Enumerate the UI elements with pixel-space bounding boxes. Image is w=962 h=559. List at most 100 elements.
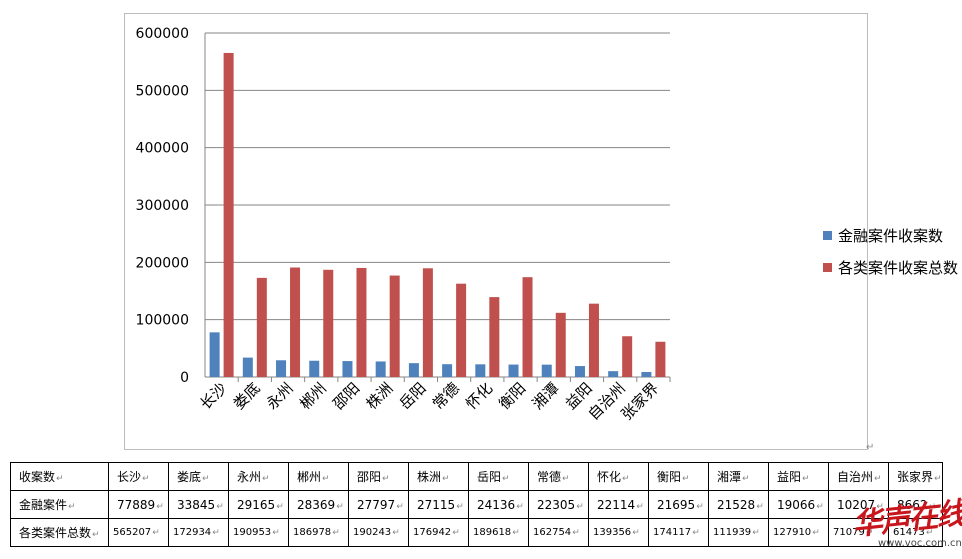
- bar-financial: [309, 360, 320, 377]
- table-header-cell: 自治州↵: [828, 462, 889, 491]
- cell-text: 27797: [357, 497, 396, 512]
- cell-text: 186978: [293, 527, 332, 538]
- bar-total: [290, 267, 301, 377]
- table-row: 金融案件↵ 77889↵ 33845↵ 29165↵ 28369↵ 27797↵ 27115…: [10, 490, 943, 519]
- paragraph-mark: ↵: [572, 528, 580, 538]
- table-header-cell: 张家界↵: [888, 462, 943, 491]
- bar-financial: [342, 361, 353, 377]
- paragraph-mark: ↵: [622, 474, 630, 484]
- table-cell: 33845↵: [168, 490, 229, 519]
- x-tick-label: 湘潭: [529, 379, 563, 413]
- table-cell: 162754↵: [528, 518, 589, 547]
- table-cell: 22114↵: [588, 490, 649, 519]
- paragraph-mark: ↵: [802, 474, 810, 484]
- bar-total: [456, 283, 467, 377]
- table-header-cell: 长沙↵: [108, 462, 169, 491]
- paragraph-mark: ↵: [876, 501, 884, 512]
- bar-total: [655, 341, 666, 377]
- table-cell: 28369↵: [288, 490, 349, 519]
- cell-text: 各类案件总数: [19, 526, 92, 540]
- bar-total: [555, 312, 566, 377]
- paragraph-mark: ↵: [276, 501, 284, 512]
- cell-text: 61473: [893, 527, 925, 538]
- legend-item-financial: 金融案件收案数: [823, 219, 958, 251]
- paragraph-mark: ↵: [212, 528, 220, 538]
- cell-text: 21528: [717, 497, 756, 512]
- bar-financial: [442, 364, 453, 377]
- x-tick-label: 郴州: [296, 379, 330, 413]
- paragraph-mark: ↵: [752, 528, 760, 538]
- cell-text: 24136: [477, 497, 516, 512]
- table-cell: 190243↵: [348, 518, 409, 547]
- cell-text: 郴州: [297, 470, 322, 484]
- x-tick-label: 岳阳: [396, 379, 430, 413]
- cell-text: 娄底: [177, 470, 202, 484]
- legend-label-financial: 金融案件收案数: [838, 226, 944, 245]
- table-cell: 22305↵: [528, 490, 589, 519]
- cell-text: 71079: [833, 527, 865, 538]
- cell-text: 8662: [897, 497, 928, 512]
- table-cell: 27797↵: [348, 490, 409, 519]
- paragraph-mark: ↵: [396, 501, 404, 512]
- cell-text: 金融案件: [19, 498, 68, 512]
- paragraph-mark: ↵: [636, 501, 644, 512]
- bar-financial: [242, 357, 253, 377]
- paragraph-mark: ↵: [202, 474, 210, 484]
- paragraph-mark: ↵: [925, 528, 934, 538]
- cell-text: 77889: [117, 497, 156, 512]
- y-tick-label: 100000: [136, 313, 189, 329]
- row-label-cell: 各类案件总数↵: [10, 518, 109, 547]
- paragraph-mark: ↵: [502, 474, 510, 484]
- table-header-cell: 常德↵: [528, 462, 589, 491]
- y-tick-label: 600000: [136, 26, 189, 42]
- cell-text: 邵阳: [357, 470, 382, 484]
- paragraph-mark: ↵: [865, 528, 874, 538]
- legend: 金融案件收案数 各类案件收案总数: [823, 219, 958, 283]
- paragraph-mark: ↵: [216, 501, 224, 512]
- x-tick-label: 娄底: [230, 379, 264, 413]
- table-header-cell: 娄底↵: [168, 462, 229, 491]
- bar-financial: [541, 364, 552, 377]
- paragraph-mark: ↵: [874, 474, 882, 484]
- cell-text: 长沙: [117, 470, 142, 484]
- paragraph-mark: ↵: [928, 501, 937, 512]
- cell-text: 162754: [533, 527, 572, 538]
- paragraph-mark: ↵: [152, 528, 160, 538]
- bar-financial: [574, 366, 585, 377]
- watermark-url: www.voc.com.cn: [878, 538, 962, 549]
- legend-swatch-total: [823, 262, 832, 272]
- bar-total: [522, 277, 533, 377]
- bar-financial: [375, 361, 386, 377]
- table-header-cell: 岳阳↵: [468, 462, 529, 491]
- table-cell: 21528↵: [708, 490, 769, 519]
- table-cell: 172934↵: [168, 518, 229, 547]
- bar-total: [256, 277, 267, 377]
- paragraph-mark: ↵: [516, 501, 524, 512]
- table-cell: 186978↵: [288, 518, 349, 547]
- cell-text: 565207: [113, 527, 152, 538]
- table-header-cell: 收案数↵: [10, 462, 109, 491]
- cell-text: 139356: [593, 527, 632, 538]
- x-tick-label: 张家界: [618, 379, 663, 424]
- paragraph-mark: ↵: [382, 474, 390, 484]
- bar-total: [622, 336, 633, 377]
- watermark-logo: 华声在线 www.voc.com.cn: [851, 494, 962, 554]
- cell-text: 益阳: [777, 470, 802, 484]
- table-cell: 27115↵: [408, 490, 469, 519]
- cell-text: 27115: [417, 497, 456, 512]
- table-cell: 19066↵: [768, 490, 829, 519]
- cell-text: 张家界: [897, 470, 934, 484]
- paragraph-mark: ↵: [56, 474, 64, 484]
- x-tick-label: 永州: [263, 379, 297, 413]
- bar-financial: [608, 371, 619, 377]
- paragraph-mark: ↵: [332, 528, 340, 538]
- table-header-cell: 益阳↵: [768, 462, 829, 491]
- bar-total: [588, 303, 599, 377]
- paragraph-mark: ↵: [92, 530, 100, 540]
- x-tick-label: 邵阳: [329, 379, 363, 413]
- cell-text: 127910: [773, 527, 812, 538]
- paragraph-mark: ↵: [576, 501, 584, 512]
- table-header-cell: 湘潭↵: [708, 462, 769, 491]
- table-cell: 189618↵: [468, 518, 529, 547]
- table-header-cell: 永州↵: [228, 462, 289, 491]
